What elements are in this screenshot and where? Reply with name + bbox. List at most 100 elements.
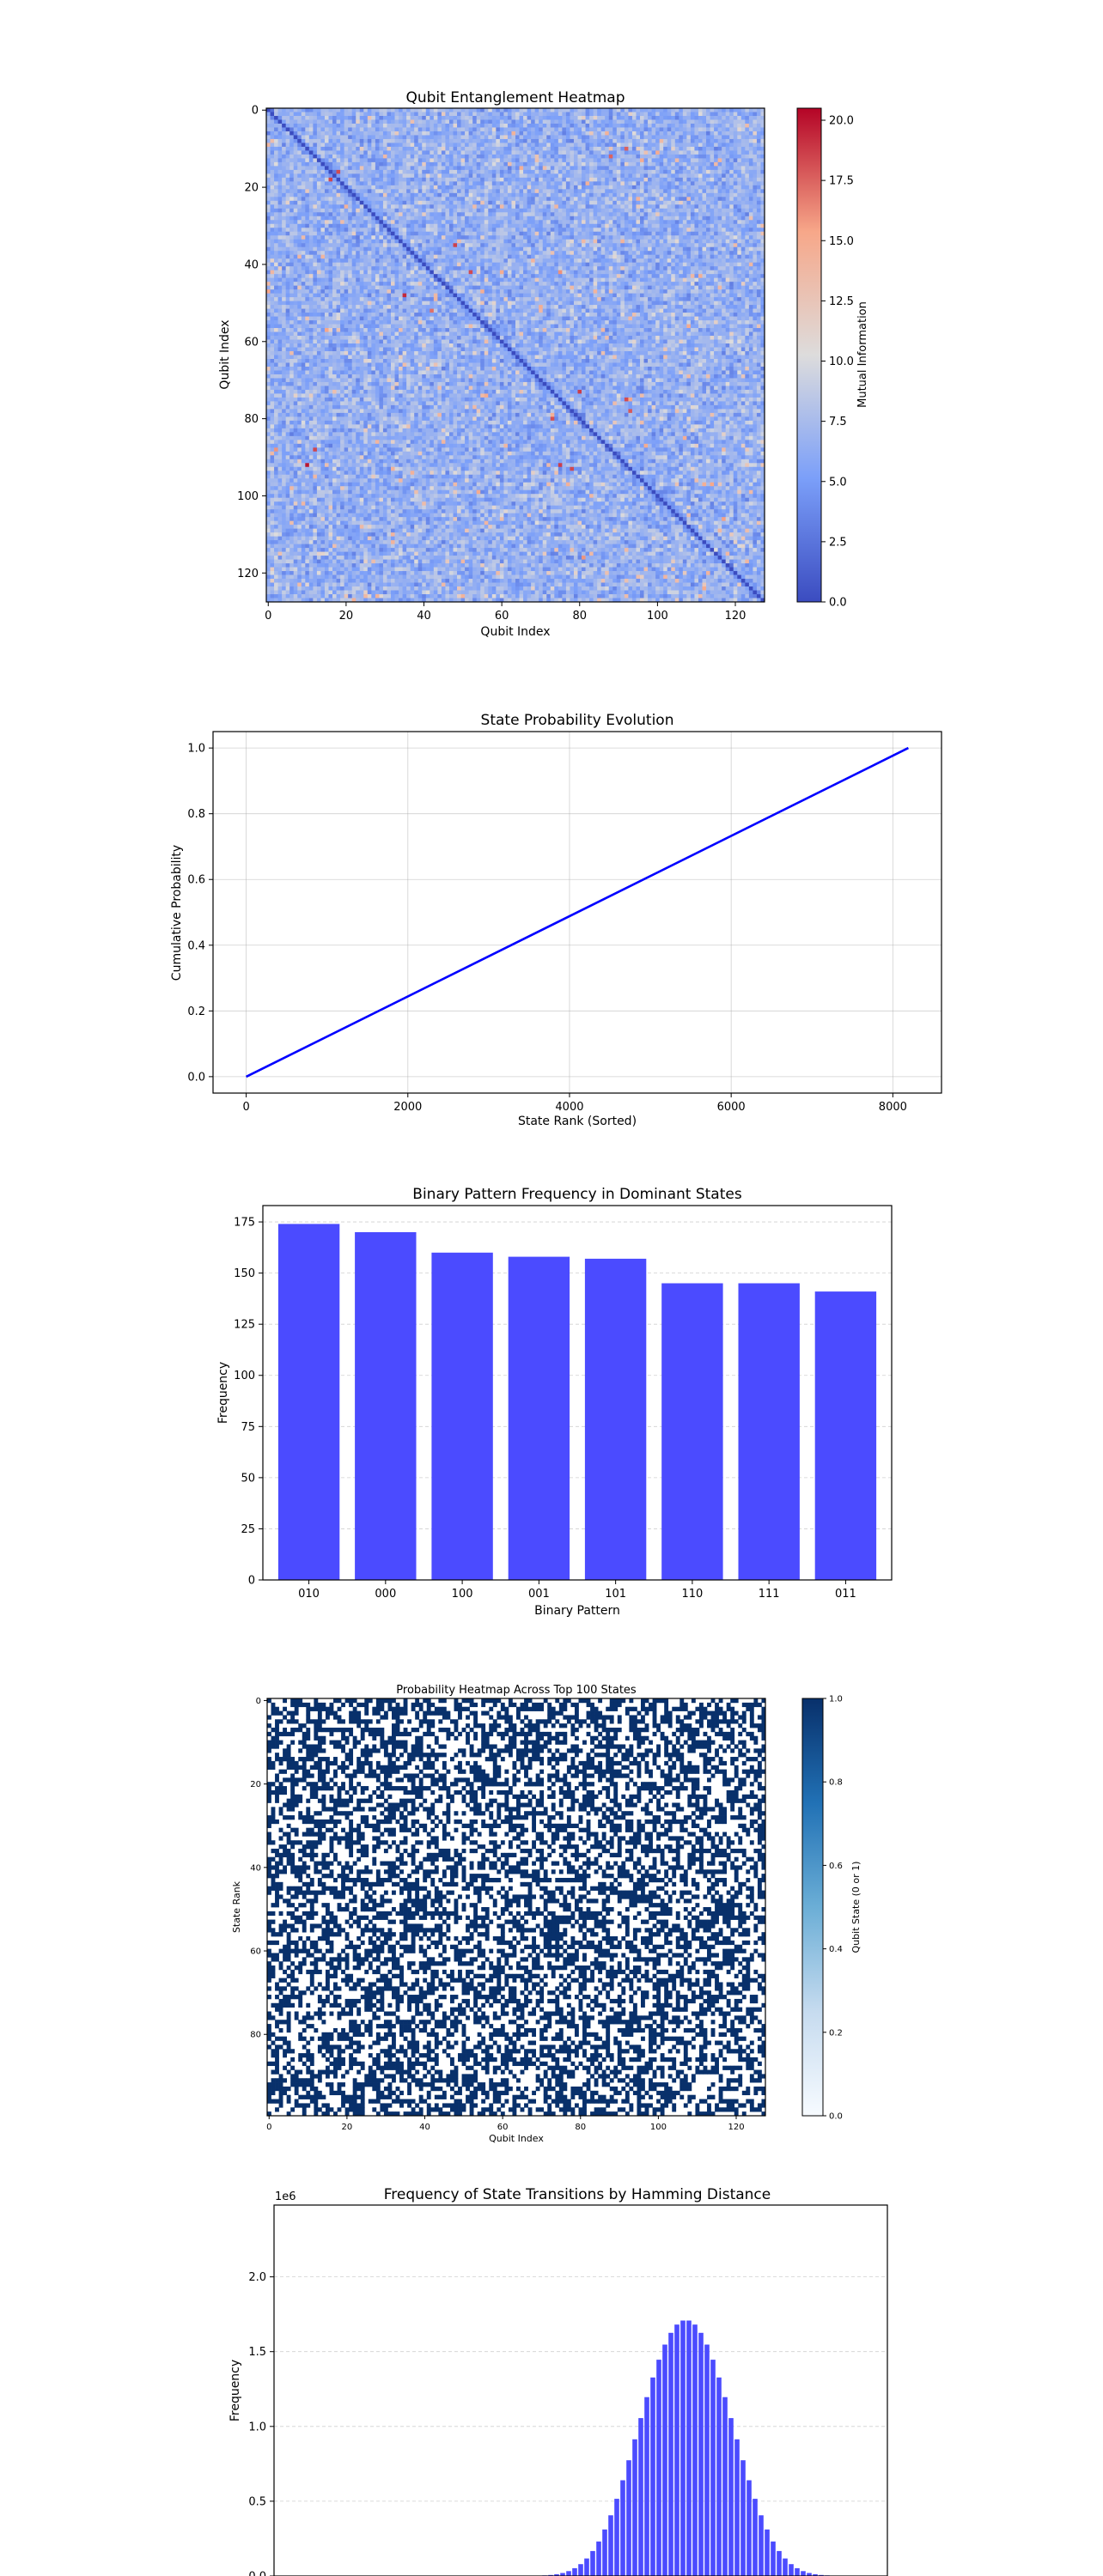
- entanglement-cell: [285, 204, 290, 210]
- entanglement-cell: [725, 131, 730, 136]
- entanglement-cell: [359, 161, 364, 167]
- entanglement-cell: [600, 154, 606, 159]
- entanglement-cell: [519, 154, 524, 159]
- entanglement-cell: [534, 146, 539, 151]
- entanglement-cell: [523, 254, 527, 259]
- entanglement-cell: [605, 254, 610, 259]
- entanglement-cell: [542, 127, 547, 132]
- entanglement-cell: [503, 251, 509, 256]
- entanglement-cell: [756, 208, 761, 213]
- entanglement-cell: [472, 189, 478, 194]
- entanglement-cell: [363, 208, 369, 213]
- entanglement-cell: [690, 208, 695, 213]
- entanglement-cell: [748, 223, 753, 228]
- entanglement-cell: [667, 112, 672, 117]
- entanglement-cell: [722, 138, 727, 143]
- entanglement-cell: [324, 197, 329, 202]
- entanglement-cell: [328, 243, 333, 248]
- entanglement-cell: [308, 112, 314, 117]
- entanglement-cell: [534, 169, 539, 174]
- entanglement-cell: [570, 127, 575, 132]
- entanglement-cell: [702, 189, 707, 194]
- entanglement-cell: [472, 239, 478, 244]
- entanglement-cell: [671, 239, 676, 244]
- entanglement-cell: [573, 143, 578, 148]
- entanglement-cell: [565, 135, 570, 140]
- entanglement-cell: [274, 115, 278, 120]
- entanglement-cell: [348, 146, 353, 151]
- entanglement-cell: [753, 223, 758, 228]
- entanglement-cell: [484, 239, 489, 244]
- entanglement-cell: [628, 143, 633, 148]
- entanglement-cell: [324, 185, 329, 190]
- entanglement-cell: [417, 115, 423, 120]
- entanglement-cell: [577, 146, 582, 151]
- entanglement-cell: [359, 220, 364, 225]
- entanglement-cell: [690, 154, 695, 159]
- entanglement-cell: [399, 200, 403, 205]
- entanglement-cell: [737, 239, 742, 244]
- entanglement-cell: [507, 216, 512, 221]
- entanglement-cell: [391, 108, 395, 112]
- entanglement-cell: [363, 123, 369, 128]
- entanglement-cell: [740, 185, 746, 190]
- entanglement-cell: [565, 197, 570, 202]
- entanglement-cell: [636, 185, 641, 190]
- entanglement-cell: [550, 235, 555, 240]
- entanglement-cell: [562, 254, 567, 259]
- entanglement-cell: [593, 161, 598, 167]
- entanglement-cell: [282, 235, 287, 240]
- entanglement-cell: [402, 251, 407, 256]
- entanglement-cell: [690, 146, 695, 151]
- entanglement-cell: [391, 216, 395, 221]
- entanglement-cell: [297, 220, 302, 225]
- entanglement-cell: [382, 200, 387, 205]
- entanglement-cell: [282, 204, 287, 210]
- entanglement-cell: [480, 146, 485, 151]
- entanglement-cell: [460, 231, 466, 236]
- entanglement-cell: [690, 231, 695, 236]
- entanglement-cell: [600, 150, 606, 155]
- entanglement-cell: [394, 200, 399, 205]
- entanglement-cell: [274, 254, 278, 259]
- entanglement-cell: [679, 181, 684, 186]
- entanglement-cell: [760, 235, 765, 240]
- entanglement-cell: [406, 254, 411, 259]
- entanglement-cell: [457, 123, 461, 128]
- entanglement-cell: [324, 251, 329, 256]
- entanglement-cell: [410, 138, 415, 143]
- entanglement-cell: [577, 243, 582, 248]
- entanglement-cell: [445, 189, 450, 194]
- entanglement-cell: [293, 154, 298, 159]
- entanglement-cell: [608, 127, 613, 132]
- entanglement-cell: [382, 169, 387, 174]
- entanglement-cell: [441, 108, 446, 112]
- entanglement-cell: [316, 169, 321, 174]
- entanglement-cell: [460, 131, 466, 136]
- entanglement-cell: [663, 185, 668, 190]
- entanglement-cell: [480, 138, 485, 143]
- entanglement-cell: [682, 246, 687, 252]
- entanglement-cell: [332, 138, 337, 143]
- entanglement-cell: [636, 208, 641, 213]
- entanglement-cell: [582, 185, 586, 190]
- entanglement-cell: [659, 251, 664, 256]
- entanglement-cell: [410, 154, 415, 159]
- entanglement-cell: [266, 146, 271, 151]
- entanglement-cell: [266, 223, 271, 228]
- entanglement-cell: [348, 231, 353, 236]
- entanglement-cell: [313, 216, 318, 221]
- entanglement-cell: [706, 208, 710, 213]
- entanglement-cell: [402, 108, 407, 112]
- entanglement-cell: [476, 235, 481, 240]
- entanglement-cell: [282, 189, 287, 194]
- entanglement-cell: [519, 146, 524, 151]
- entanglement-cell: [328, 135, 333, 140]
- entanglement-cell: [417, 216, 423, 221]
- entanglement-cell: [663, 231, 668, 236]
- entanglement-cell: [648, 246, 652, 252]
- entanglement-cell: [313, 189, 318, 194]
- entanglement-cell: [542, 223, 547, 228]
- entanglement-cell: [503, 135, 509, 140]
- entanglement-cell: [651, 204, 656, 210]
